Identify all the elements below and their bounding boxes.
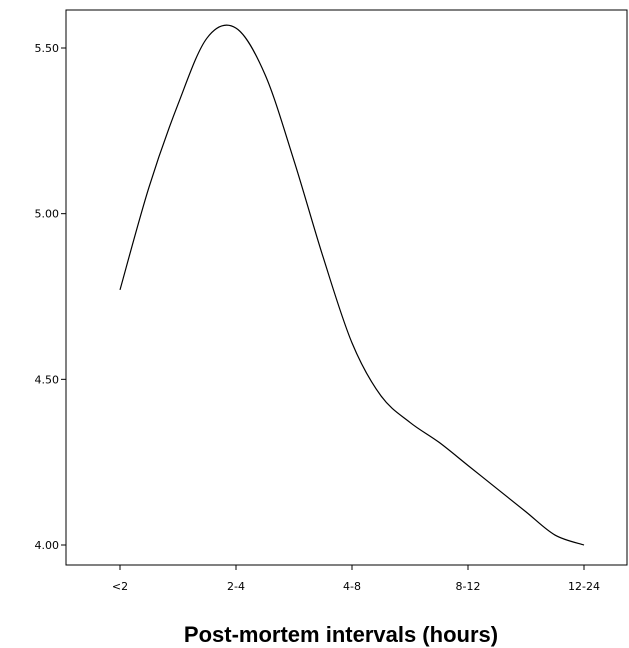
plot-frame (65, 9, 628, 566)
y-tick-label: 5.00 (35, 208, 60, 221)
x-axis-title: Post-mortem intervals (hours) (184, 622, 498, 647)
x-tick-label: 8-12 (456, 580, 481, 593)
y-tick-label: 4.50 (35, 373, 60, 386)
x-tick-label: 12-24 (568, 580, 600, 593)
x-axis: <2 2-4 4-8 8-12 12-24 (112, 565, 600, 593)
y-tick-label: 5.50 (35, 42, 60, 55)
y-axis: 4.00 4.50 5.00 5.50 (35, 42, 66, 552)
x-tick-label: 2-4 (227, 580, 245, 593)
x-tick-label: 4-8 (343, 580, 361, 593)
x-tick-label: <2 (112, 580, 128, 593)
y-tick-label: 4.00 (35, 539, 60, 552)
series-line (119, 24, 585, 546)
